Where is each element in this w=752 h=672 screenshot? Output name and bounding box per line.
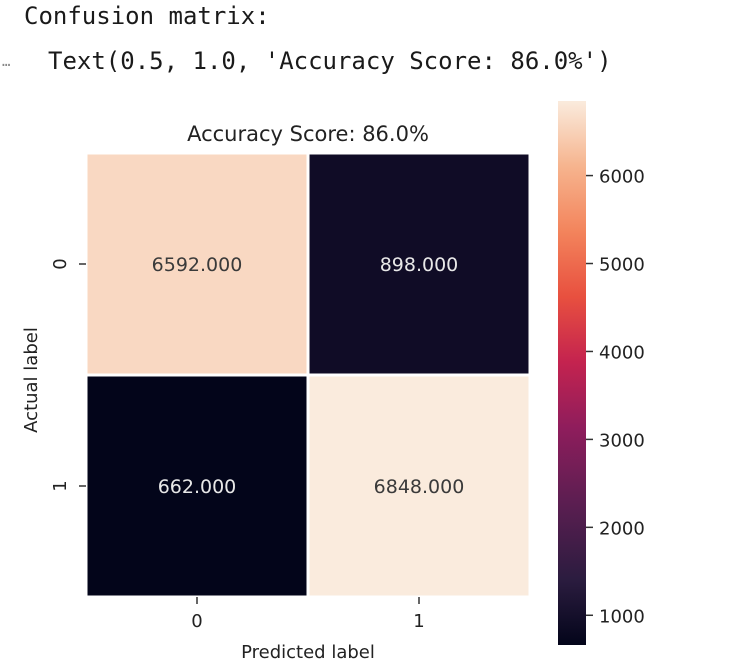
colorbar-tick-label: 1000: [599, 606, 645, 627]
heatmap-cell: [306, 151, 532, 377]
heatmap-cells: [84, 151, 532, 599]
heatmap-cell-labels: 6592.000 898.000 662.000 6848.000: [152, 254, 465, 498]
console-output-label: Confusion matrix:: [24, 2, 270, 30]
y-tick-label: 0: [50, 258, 71, 269]
x-tick-label: 0: [191, 611, 202, 632]
y-axis-ticks: 01: [50, 258, 86, 492]
colorbar-tick-label: 5000: [599, 255, 645, 276]
colorbar-tick-label: 6000: [599, 167, 645, 188]
heatmap-cell-label: 898.000: [380, 254, 459, 276]
y-tick-label: 1: [50, 480, 71, 491]
y-axis-label: Actual label: [21, 327, 42, 433]
heatmap-cell-label: 6592.000: [152, 254, 243, 276]
colorbar-tick-label: 2000: [599, 518, 645, 539]
console-output-text: Text(0.5, 1.0, 'Accuracy Score: 86.0%'): [48, 47, 612, 75]
output-collapse-icon[interactable]: …: [2, 54, 12, 70]
x-tick-label: 1: [413, 611, 424, 632]
colorbar-tick-label: 3000: [599, 430, 645, 451]
colorbar-ticks: 1000 2000 3000 4000 5000 6000: [586, 167, 645, 627]
x-axis-label: Predicted label: [241, 642, 375, 663]
colorbar-tick-label: 4000: [599, 342, 645, 363]
colorbar: [558, 101, 586, 645]
heatmap-cell: [306, 373, 532, 599]
heatmap-cell-label: 6848.000: [374, 476, 465, 498]
heatmap-cell-label: 662.000: [158, 476, 237, 498]
chart-title: Accuracy Score: 86.0%: [187, 122, 429, 146]
